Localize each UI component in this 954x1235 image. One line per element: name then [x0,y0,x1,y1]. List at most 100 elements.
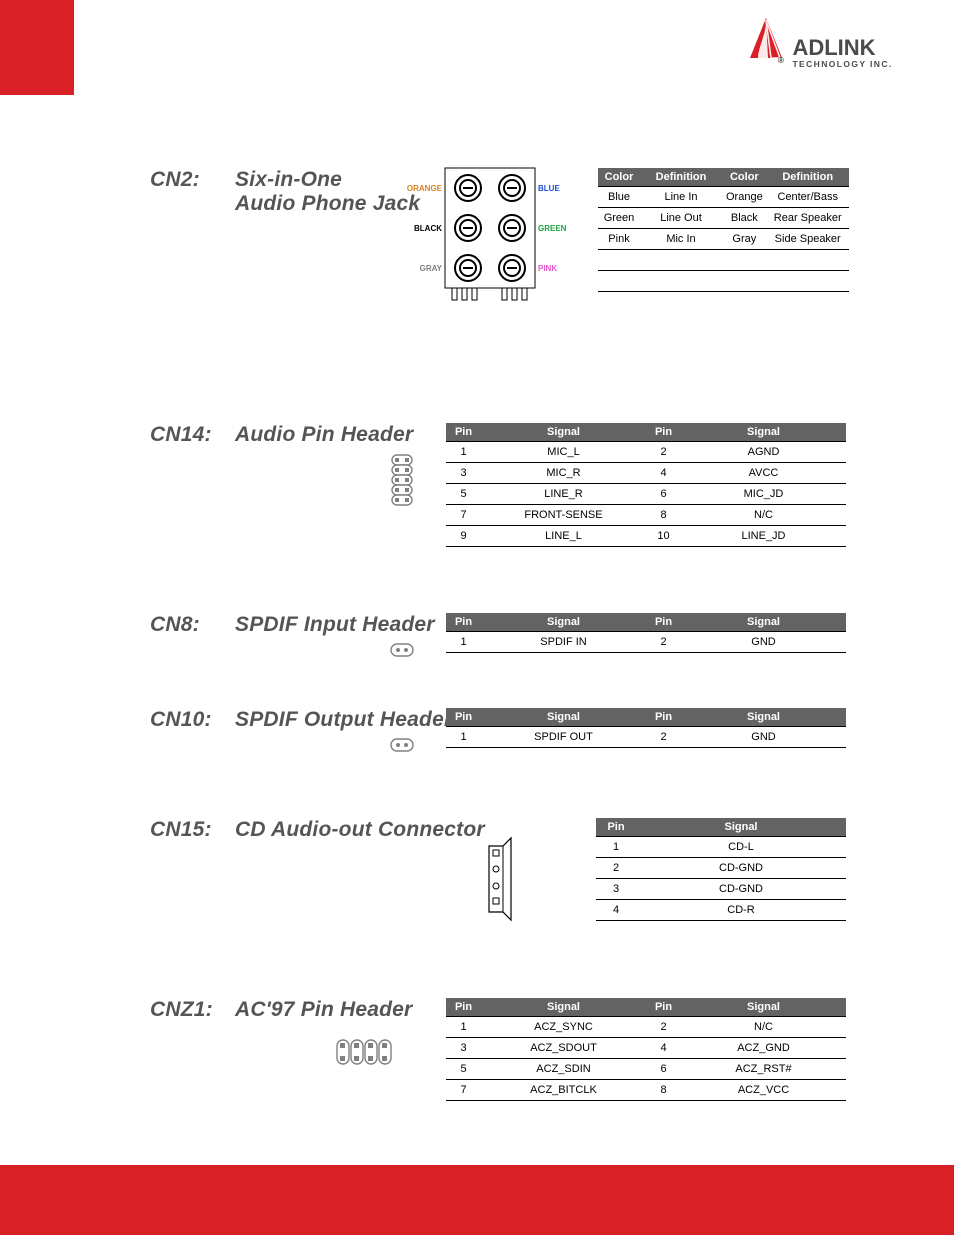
table-row: 3MIC_R4AVCC [446,463,846,484]
table-cell: MIC_L [481,442,646,463]
table-header-cell: Pin [446,613,481,632]
cn2-label-black: BLACK [414,224,442,233]
table-cell: AVCC [681,463,846,484]
table-cell: 2 [646,632,681,653]
cn15-table: PinSignal1CD-L2CD-GND3CD-GND4CD-R [596,818,846,921]
table-cell: 3 [446,1038,481,1059]
table-row: 5LINE_R6MIC_JD [446,484,846,505]
section-cn2: CN2: Six-in-One Audio Phone Jack [150,168,850,378]
table-cell: 8 [646,1080,681,1101]
table-cell: GND [681,727,846,748]
table-cell [598,271,640,292]
brand-name: ADLINK [792,35,892,61]
table-cell: ACZ_RST# [681,1059,846,1080]
cn15-id: CN15: [150,818,212,842]
cn10-id: CN10: [150,708,212,732]
cn2-label-green: GREEN [538,224,567,233]
table-row: 9LINE_L10LINE_JD [446,526,846,547]
cn15-title: CD Audio-out Connector [235,818,495,842]
cn2-title-line1: Six-in-One [235,168,342,191]
table-header-cell: Color [598,168,640,187]
table-cell [767,250,849,271]
table-cell: Rear Speaker [767,208,849,229]
table-cell: 2 [646,442,681,463]
table-cell [598,250,640,271]
cn10-table-wrap: PinSignalPinSignal1SPDIF OUT2GND [446,708,846,748]
table-header-cell: Signal [681,423,846,442]
cn10-diagram [390,738,414,757]
table-cell: 6 [646,1059,681,1080]
table-cell: Orange [722,187,767,208]
table-header-cell: Pin [646,613,681,632]
cn2-label-gray: GRAY [420,264,443,273]
section-cn15: CN15: CD Audio-out Connector PinSignal1C… [150,818,850,968]
table-cell: 4 [646,463,681,484]
table-cell: 7 [446,505,481,526]
table-row [598,250,849,271]
cn14-title: Audio Pin Header [235,423,455,447]
table-cell: 3 [596,879,636,900]
table-row: 7ACZ_BITCLK8ACZ_VCC [446,1080,846,1101]
table-cell: Mic In [640,229,722,250]
table-cell: MIC_JD [681,484,846,505]
cn15-diagram [485,836,521,927]
brand-tagline: TECHNOLOGY INC. [792,59,892,69]
table-row: 4CD-R [596,900,846,921]
table-cell: LINE_L [481,526,646,547]
table-cell: ACZ_SDIN [481,1059,646,1080]
table-cell: N/C [681,505,846,526]
cn2-table-wrap: ColorDefinitionColorDefinitionBlueLine I… [598,168,849,292]
section-cnz1: CNZ1: AC'97 Pin Header PinSignalPinSi [150,998,850,1148]
table-header-cell: Pin [596,818,636,837]
table-row: 1SPDIF IN2GND [446,632,846,653]
table-row: GreenLine OutBlackRear Speaker [598,208,849,229]
table-cell: Blue [598,187,640,208]
table-cell: 5 [446,484,481,505]
table-cell: LINE_R [481,484,646,505]
cn2-label-orange: ORANGE [407,184,443,193]
table-cell: CD-R [636,900,846,921]
table-cell: ACZ_SYNC [481,1017,646,1038]
table-cell: 3 [446,463,481,484]
table-cell: 2 [596,858,636,879]
cn8-id: CN8: [150,613,200,637]
svg-text:®: ® [778,56,784,64]
table-header-cell: Color [722,168,767,187]
table-row: 1MIC_L2AGND [446,442,846,463]
table-row: 1ACZ_SYNC2N/C [446,1017,846,1038]
cn8-diagram [390,643,414,662]
cnz1-title: AC'97 Pin Header [235,998,455,1022]
table-cell: CD-L [636,837,846,858]
table-row: 2CD-GND [596,858,846,879]
section-cn14: CN14: Audio Pin Header [150,423,850,593]
table-cell: Line Out [640,208,722,229]
table-header-cell: Signal [636,818,846,837]
brand-logo: ® ADLINK TECHNOLOGY INC. [748,18,918,69]
cn14-table: PinSignalPinSignal1MIC_L2AGND3MIC_R4AVCC… [446,423,846,547]
cn2-id: CN2: [150,168,200,192]
page-content: CN2: Six-in-One Audio Phone Jack [150,168,850,1148]
table-header-cell: Signal [481,708,646,727]
table-row: 7FRONT-SENSE8N/C [446,505,846,526]
table-cell: 1 [596,837,636,858]
cn8-table: PinSignalPinSignal1SPDIF IN2GND [446,613,846,653]
red-footer-bar [0,1165,954,1235]
table-cell: AGND [681,442,846,463]
table-cell: ACZ_VCC [681,1080,846,1101]
red-corner-tab [0,0,74,95]
table-cell: SPDIF OUT [481,727,646,748]
cn2-table: ColorDefinitionColorDefinitionBlueLine I… [598,168,849,292]
table-row [598,271,849,292]
table-cell: 9 [446,526,481,547]
table-header-cell: Definition [767,168,849,187]
table-header-cell: Pin [446,423,481,442]
table-header-cell: Pin [646,998,681,1017]
table-cell: SPDIF IN [481,632,646,653]
table-cell: ACZ_SDOUT [481,1038,646,1059]
table-header-cell: Signal [481,423,646,442]
cn2-label-blue: BLUE [538,184,560,193]
cn8-table-wrap: PinSignalPinSignal1SPDIF IN2GND [446,613,846,653]
table-header-cell: Signal [481,613,646,632]
table-row: 1SPDIF OUT2GND [446,727,846,748]
cn8-title: SPDIF Input Header [235,613,455,637]
